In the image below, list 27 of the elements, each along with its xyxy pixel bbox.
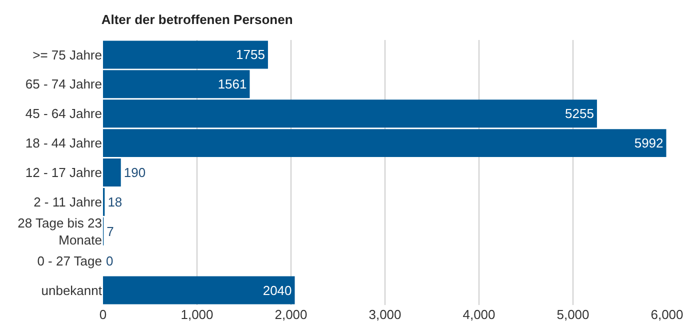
data-label: 7 bbox=[106, 224, 114, 239]
data-label: 5255 bbox=[565, 106, 594, 122]
data-label: 1755 bbox=[236, 47, 265, 62]
chart-title: Alter der betroffenen Personen bbox=[101, 12, 293, 27]
bar bbox=[103, 276, 295, 304]
data-label: 2040 bbox=[262, 282, 292, 298]
y-tick-label: 45 - 64 Jahre bbox=[25, 106, 102, 122]
x-tick-label: 4,000 bbox=[462, 307, 496, 322]
x-tick-label: 1,000 bbox=[180, 307, 214, 322]
x-tick-label: 3,000 bbox=[368, 307, 402, 322]
y-tick-label: 2 - 11 Jahre bbox=[34, 194, 102, 210]
x-tick-label: 5,000 bbox=[556, 307, 590, 322]
data-label: 5992 bbox=[634, 136, 664, 151]
data-label: 18 bbox=[108, 194, 122, 210]
y-tick-label: 0 - 27 Tage bbox=[37, 253, 102, 268]
x-tick-label: 6,000 bbox=[650, 307, 684, 322]
y-tick-label: unbekannt bbox=[41, 282, 102, 298]
y-tick-label: 12 - 17 Jahre bbox=[25, 165, 102, 180]
data-label: 0 bbox=[106, 253, 114, 268]
x-tick-label: 2,000 bbox=[274, 307, 308, 322]
y-tick-label: 65 - 74 Jahre bbox=[25, 76, 102, 92]
y-tick-label: 18 - 44 Jahre bbox=[25, 136, 102, 151]
x-tick-label: 0 bbox=[99, 307, 107, 322]
y-tick-label: >= 75 Jahre bbox=[32, 47, 102, 62]
data-label: 1561 bbox=[218, 76, 247, 92]
data-label: 190 bbox=[124, 165, 146, 180]
y-tick-label: 28 Tage bis 23 Monate bbox=[18, 215, 102, 248]
